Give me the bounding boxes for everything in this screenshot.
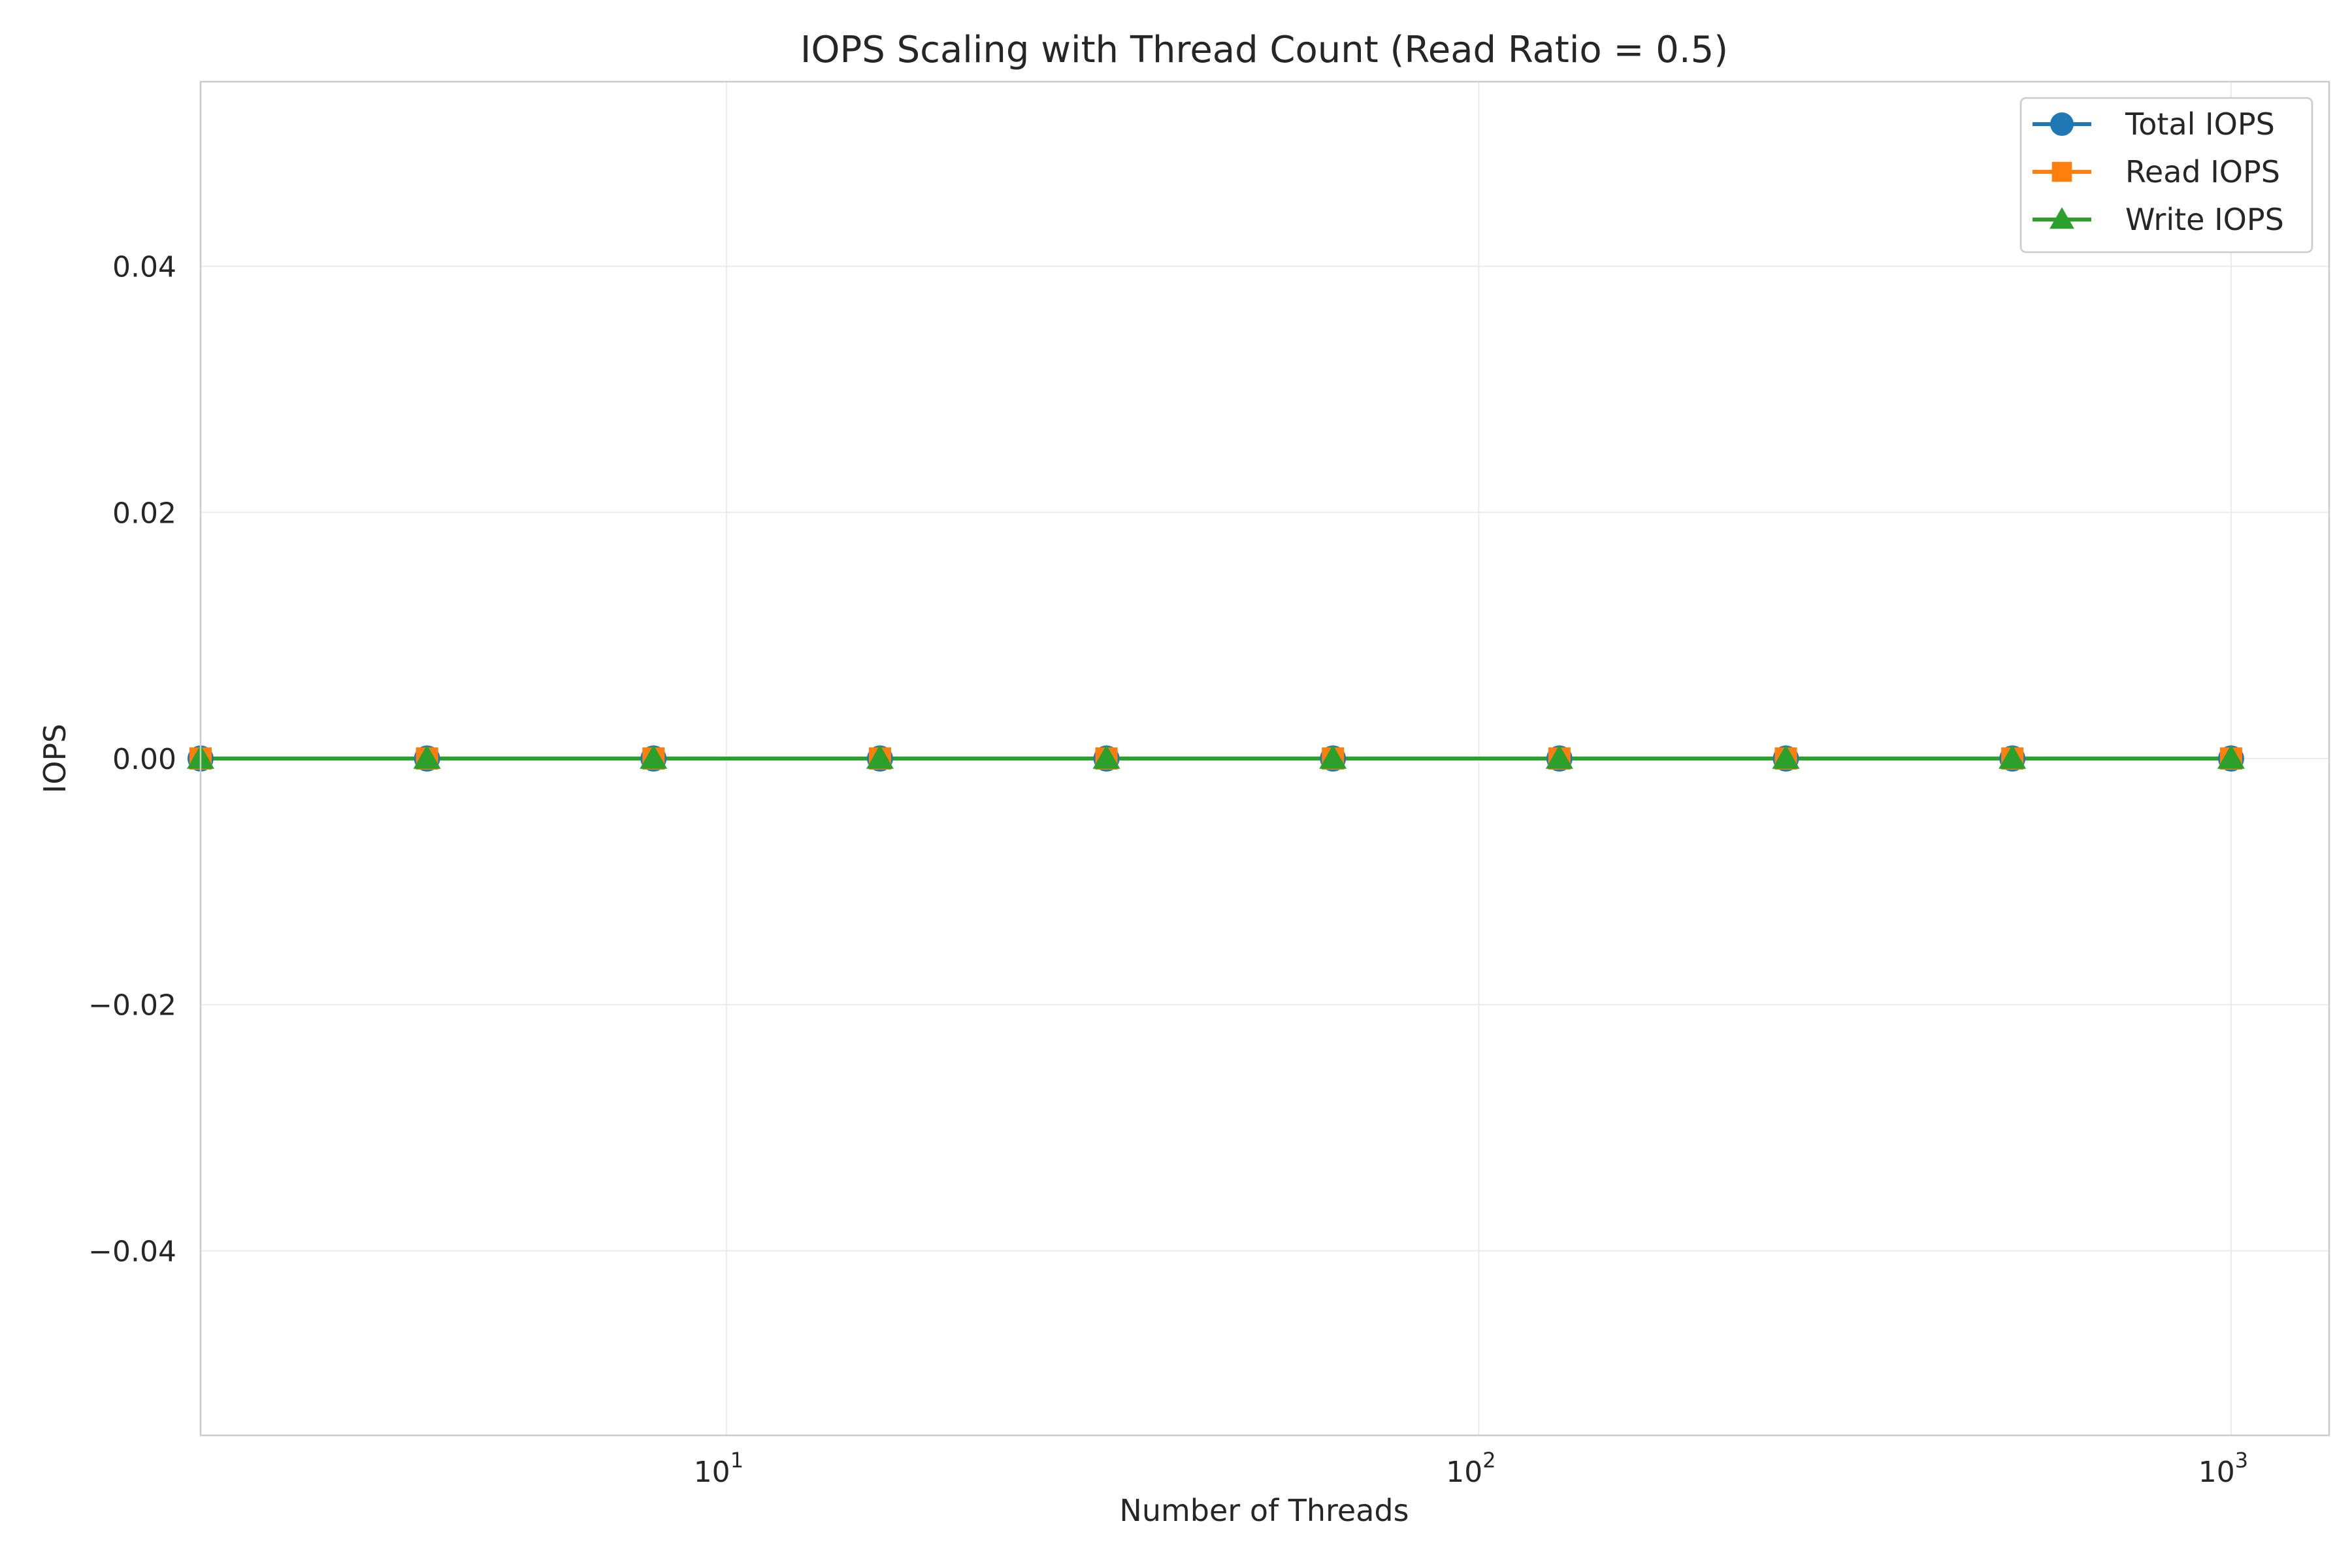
data-point-triangle <box>1545 745 1573 769</box>
legend: Total IOPS Read IOPS Write IOPS <box>2019 97 2313 253</box>
y-tick-label: 0.02 <box>112 497 176 530</box>
y-tick-label: 0.00 <box>112 743 176 776</box>
x-axis-label: Number of Threads <box>1119 1493 1409 1528</box>
legend-label: Read IOPS <box>2125 154 2280 189</box>
data-point-triangle <box>640 745 668 769</box>
x-tick-label: 103 <box>2198 1448 2248 1489</box>
y-tick-label: −0.04 <box>88 1235 176 1268</box>
data-point-triangle <box>866 745 894 769</box>
legend-marker-triangle <box>2050 207 2074 229</box>
data-point-triangle <box>2217 745 2245 769</box>
legend-box <box>2019 97 2313 253</box>
data-point-triangle <box>1772 745 1800 769</box>
y-axis-label: IOPS <box>37 724 73 794</box>
x-tick-label: 102 <box>1446 1448 1495 1489</box>
plot-frame <box>199 80 2330 1437</box>
y-tick-label: 0.04 <box>112 251 176 284</box>
legend-marker-square <box>2051 161 2072 182</box>
y-tick-label: −0.02 <box>88 989 176 1022</box>
legend-label: Total IOPS <box>2125 106 2275 142</box>
data-point-triangle <box>1092 745 1120 769</box>
x-tick-label: 101 <box>694 1448 743 1489</box>
chart-title: IOPS Scaling with Thread Count (Read Rat… <box>800 29 1728 71</box>
legend-label: Write IOPS <box>2125 202 2284 237</box>
data-point-triangle <box>1999 745 2027 769</box>
data-point-triangle <box>413 745 441 769</box>
data-point-triangle <box>1319 745 1347 769</box>
legend-marker-circle <box>2050 112 2074 136</box>
